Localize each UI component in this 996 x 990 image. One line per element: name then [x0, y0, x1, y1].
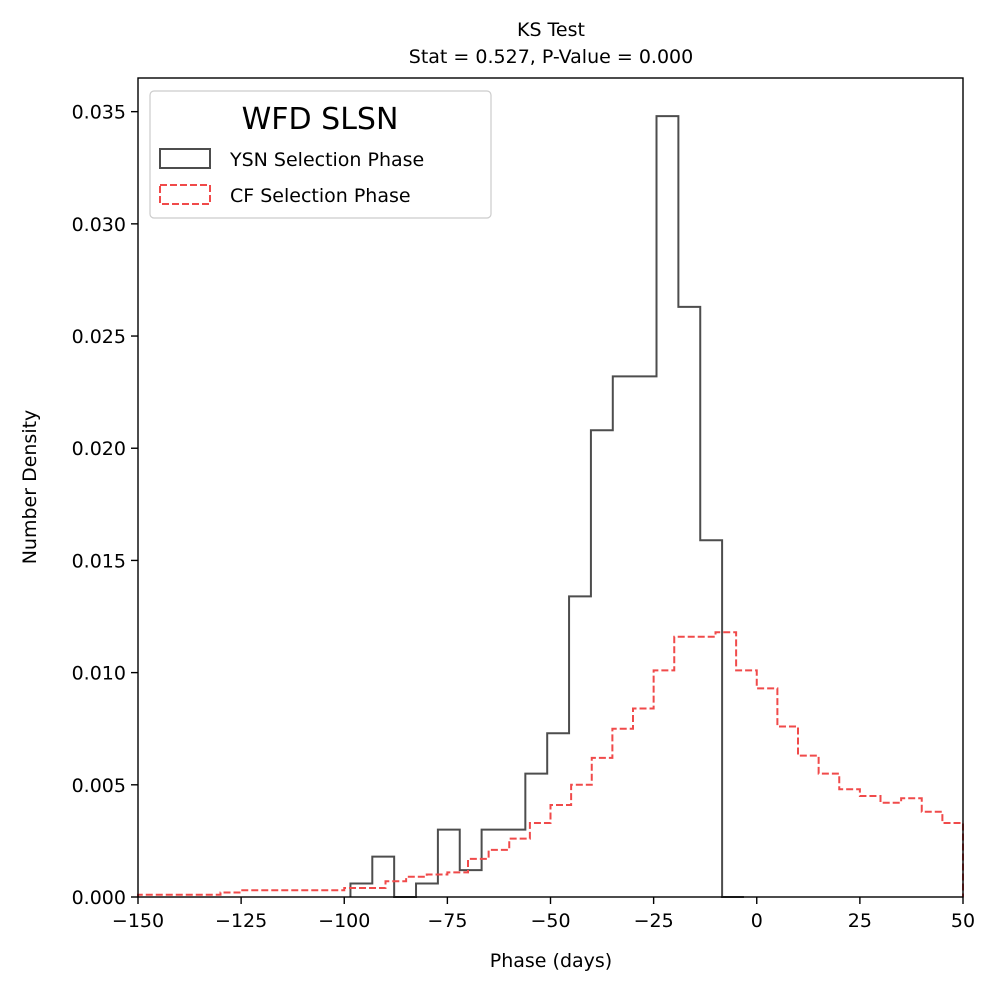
x-tick-label: 0 — [751, 910, 763, 932]
x-tick-label: −50 — [530, 910, 570, 932]
x-tick-label: −25 — [634, 910, 674, 932]
y-tick-label: 0.020 — [72, 438, 126, 460]
x-tick-label: −150 — [112, 910, 164, 932]
y-tick-label: 0.005 — [72, 775, 126, 797]
y-tick-label: 0.000 — [72, 887, 126, 909]
x-tick-label: −75 — [427, 910, 467, 932]
x-tick-label: −125 — [215, 910, 267, 932]
x-axis-ticks: −150 −125 −100 −75 −50 −25 0 25 50 — [112, 897, 975, 932]
legend-label-ysn: YSN Selection Phase — [229, 149, 424, 171]
x-axis-label: Phase (days) — [490, 950, 612, 972]
series-cf-step-line — [137, 631, 964, 897]
legend-label-cf: CF Selection Phase — [230, 185, 411, 207]
legend-title: WFD SLSN — [242, 102, 399, 137]
y-tick-label: 0.010 — [72, 663, 126, 685]
legend-swatch-cf — [159, 184, 211, 205]
x-tick-label: 25 — [848, 910, 872, 932]
y-tick-label: 0.030 — [72, 214, 126, 236]
y-axis-ticks: 0.000 0.005 0.010 0.015 0.020 0.025 0.030 0.035 — [72, 102, 138, 909]
y-tick-label: 0.035 — [72, 102, 126, 124]
y-tick-label: 0.015 — [72, 550, 126, 572]
chart-subtitle: Stat = 0.527, P-Value = 0.000 — [409, 46, 693, 68]
legend-swatch-ysn — [159, 148, 211, 169]
x-tick-label: −100 — [318, 910, 370, 932]
chart-title: KS Test — [517, 19, 585, 41]
x-tick-label: 50 — [951, 910, 975, 932]
legend-box — [149, 90, 492, 219]
y-tick-label: 0.025 — [72, 326, 126, 348]
legend: WFD SLSN YSN Selection Phase CF Selectio… — [149, 90, 492, 219]
y-axis-label: Number Density — [19, 410, 41, 565]
